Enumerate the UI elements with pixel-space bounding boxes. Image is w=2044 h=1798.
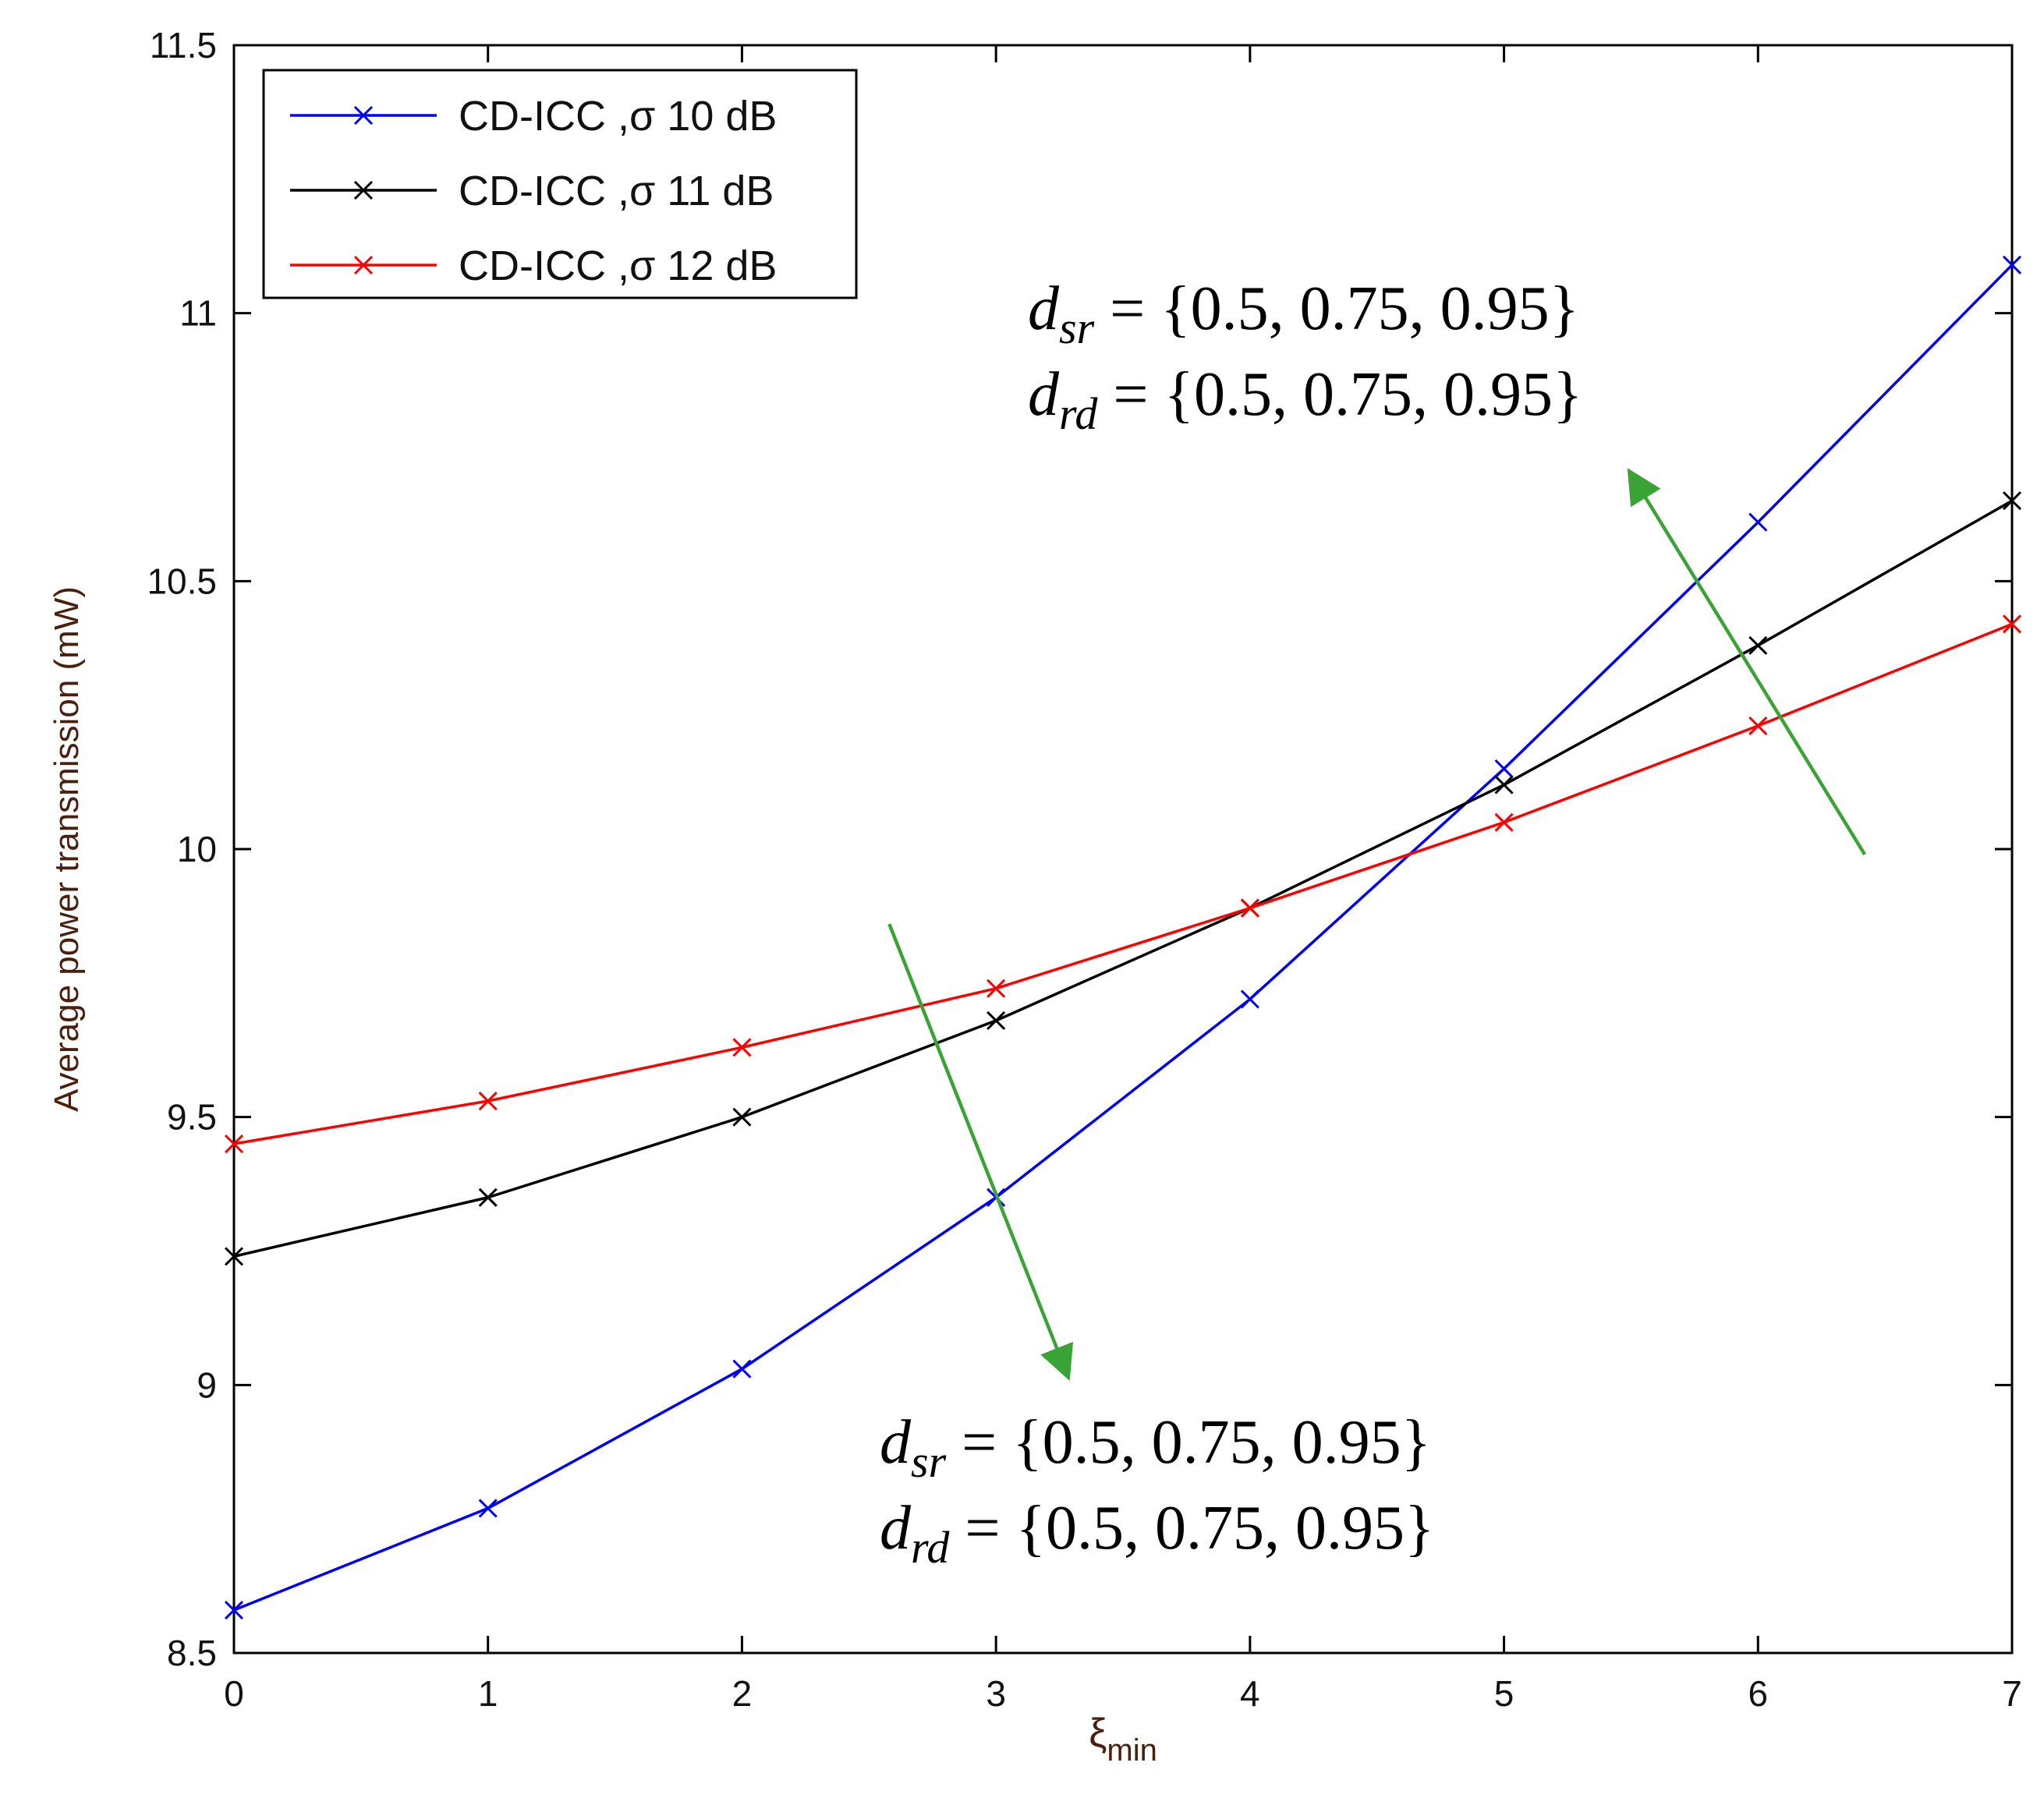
data-point: [478, 1187, 498, 1207]
data-point: [2002, 491, 2022, 511]
annotation-line: dsr = {0.5, 0.75, 0.95}: [1028, 274, 1579, 353]
data-point: [224, 1134, 244, 1154]
legend-label: CD-ICC ,σ 10 dB: [459, 93, 777, 140]
annotation-line: drd = {0.5, 0.75, 0.95}: [880, 1494, 1434, 1573]
annotation-variable: d: [1028, 360, 1060, 429]
annotation-values: = {0.5, 0.75, 0.95}: [1097, 360, 1582, 429]
x-tick-label: 0: [224, 1673, 244, 1714]
data-point: [987, 979, 1006, 998]
annotation-arrow: [887, 923, 1074, 1381]
y-tick-label: 11.5: [150, 25, 217, 65]
legend: CD-ICC ,σ 10 dB CD-ICC ,σ 11 dB CD-ICC ,σ …: [262, 69, 858, 299]
y-tick-label: 10.5: [147, 561, 217, 601]
data-point: [1494, 812, 1514, 832]
x-tick-label: 1: [478, 1673, 498, 1714]
annotation-values: = {0.5, 0.75, 0.95}: [1094, 274, 1579, 343]
data-point: [1494, 775, 1514, 795]
annotations-layer: dsr = {0.5, 0.75, 0.95}drd = {0.5, 0.75,…: [880, 274, 1867, 1573]
y-tick-label: 9: [197, 1364, 217, 1405]
annotation-line: drd = {0.5, 0.75, 0.95}: [1028, 360, 1582, 439]
y-axis-label: Average power transmission (mW): [48, 586, 86, 1112]
data-point: [732, 1038, 752, 1057]
data-point: [1240, 989, 1259, 1009]
annotation-subscript: rd: [1059, 388, 1098, 439]
annotation-subscript: sr: [1059, 303, 1095, 353]
series-line: [233, 622, 2013, 1145]
y-tick-label: 8.5: [167, 1633, 217, 1673]
x-axis-label-main: ξ: [1089, 1711, 1107, 1756]
series-line: [233, 499, 2013, 1258]
data-point: [1748, 635, 1768, 655]
data-point: [478, 1091, 498, 1111]
data-point: [1748, 716, 1768, 735]
data-point: [732, 1359, 752, 1379]
data-point: [224, 1600, 244, 1620]
data-point: [1494, 759, 1514, 778]
data-point: [1748, 512, 1768, 532]
annotation-variable: d: [880, 1408, 912, 1477]
annotation-variable: d: [1028, 274, 1060, 343]
data-point: [224, 1247, 244, 1266]
x-axis-label-subscript: min: [1107, 1733, 1157, 1768]
annotation-arrow: [1627, 468, 1867, 856]
annotation-upper: dsr = {0.5, 0.75, 0.95}drd = {0.5, 0.75,…: [1028, 274, 1867, 856]
x-tick-label: 2: [732, 1673, 753, 1714]
legend-label: CD-ICC ,σ 11 dB: [459, 168, 774, 214]
x-tick-label: 7: [2002, 1673, 2022, 1714]
x-axis-label: ξmin: [1089, 1711, 1157, 1768]
annotation-line: dsr = {0.5, 0.75, 0.95}: [880, 1408, 1431, 1487]
legend-box: [262, 69, 858, 299]
x-tick-label: 4: [1240, 1673, 1260, 1714]
axis-ticks: 0 1 2 3 4 5 6 7 8.5 9 9.5 10 10.5 11 11.5: [147, 25, 2021, 1714]
annotation-lower: dsr = {0.5, 0.75, 0.95}drd = {0.5, 0.75,…: [880, 923, 1434, 1573]
series-2: [224, 491, 2022, 1266]
series-1: [224, 255, 2022, 1620]
annotation-variable: d: [880, 1494, 912, 1563]
data-point: [732, 1107, 752, 1127]
data-point: [2002, 255, 2022, 274]
annotation-subscript: rd: [911, 1522, 950, 1573]
annotation-subscript: sr: [911, 1436, 947, 1487]
data-point: [478, 1499, 498, 1518]
x-tick-label: 6: [1748, 1673, 1768, 1714]
plot-area: [232, 44, 2014, 1655]
data-point: [2002, 614, 2022, 634]
series-layer: [224, 255, 2022, 1620]
annotation-values: = {0.5, 0.75, 0.95}: [949, 1494, 1434, 1563]
y-tick-label: 10: [177, 829, 217, 869]
data-point: [1240, 898, 1259, 918]
x-tick-label: 3: [986, 1673, 1006, 1714]
legend-entry: CD-ICC ,σ 11 dB: [290, 168, 774, 214]
series-line: [233, 264, 2014, 1612]
y-tick-label: 9.5: [167, 1097, 217, 1138]
series-3: [224, 614, 2022, 1154]
legend-label: CD-ICC ,σ 12 dB: [459, 242, 777, 289]
data-point: [987, 1010, 1006, 1031]
y-tick-label: 11: [179, 293, 217, 334]
x-tick-label: 5: [1494, 1673, 1514, 1714]
legend-entry: CD-ICC ,σ 10 dB: [290, 93, 777, 140]
annotation-values: = {0.5, 0.75, 0.95}: [946, 1408, 1431, 1477]
legend-entry: CD-ICC ,σ 12 dB: [290, 242, 777, 289]
